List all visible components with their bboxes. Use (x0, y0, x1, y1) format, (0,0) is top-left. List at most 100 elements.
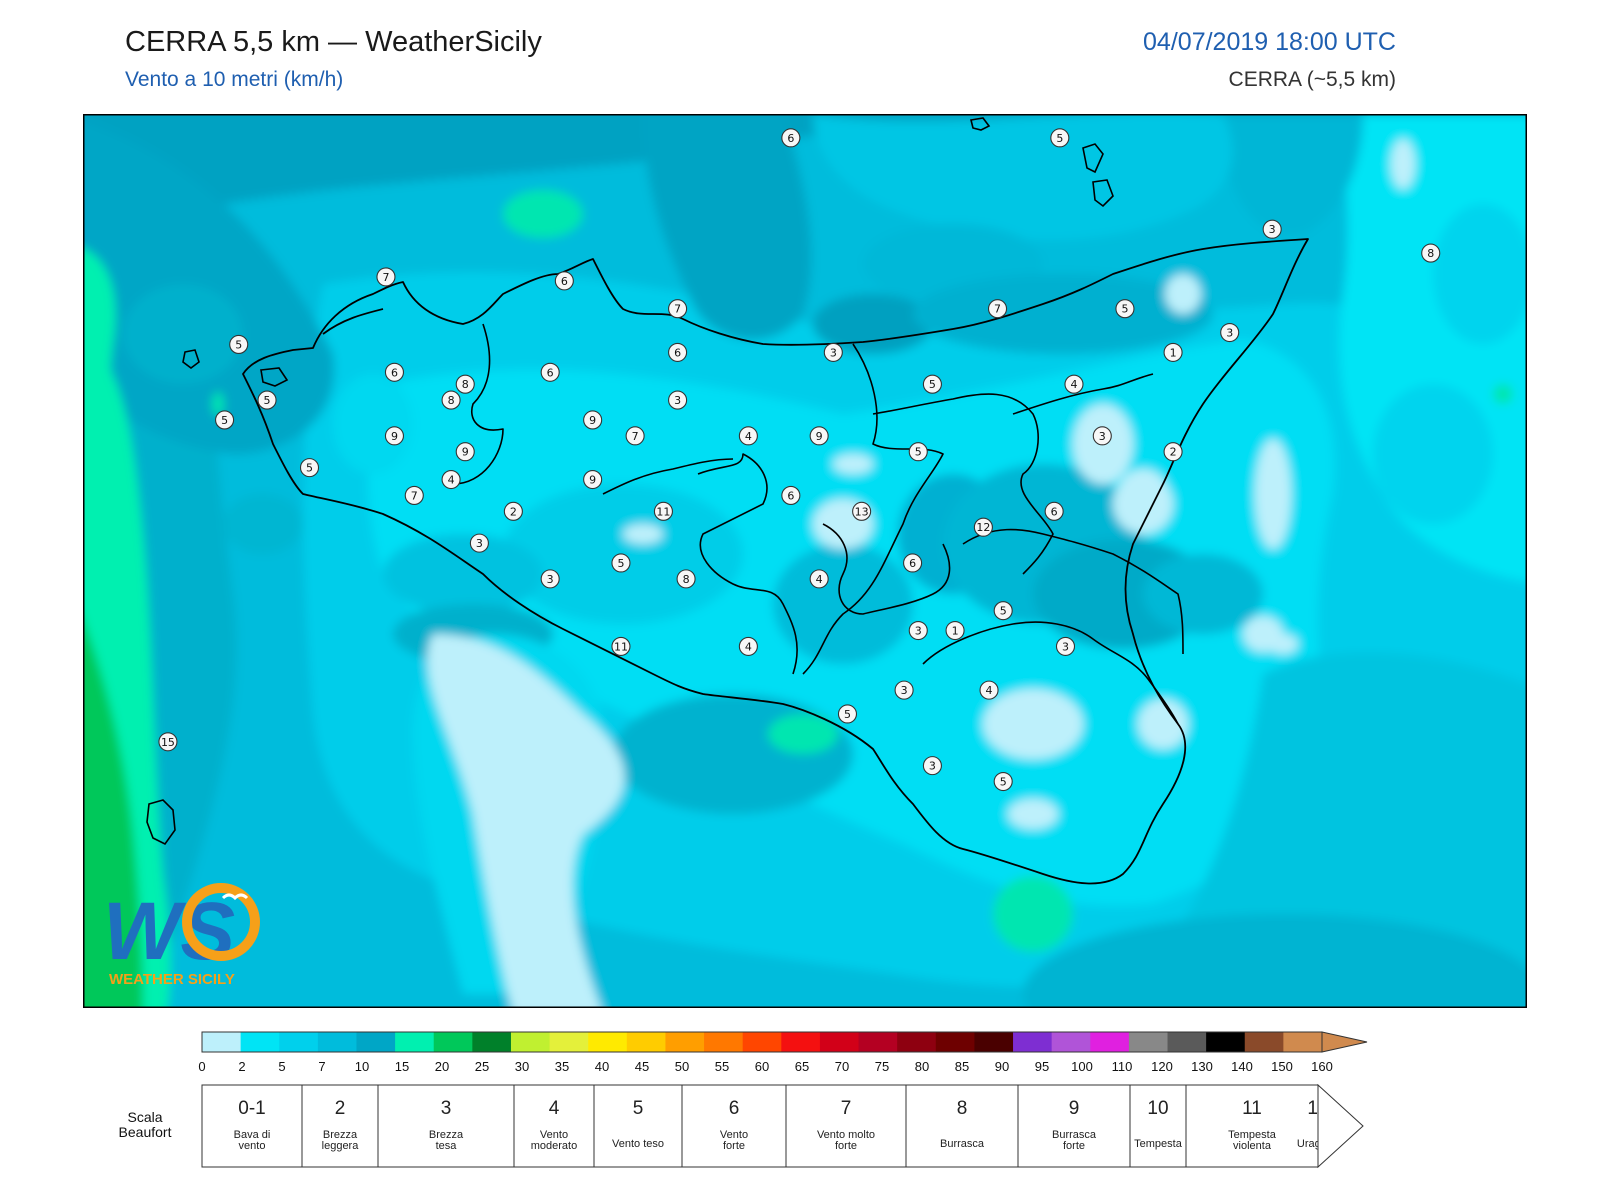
colorbar-swatch (510, 1032, 551, 1052)
station-marker: 12 (973, 517, 993, 537)
station-marker: 5 (1115, 299, 1135, 319)
station-value: 4 (986, 684, 993, 697)
station-marker: 8 (441, 390, 461, 410)
logo-text: WEATHER SICILY (109, 971, 235, 988)
beaufort-description: Vento moderato (531, 1129, 577, 1152)
weathersicily-logo: WS WEATHER SICILY (103, 883, 260, 988)
station-marker: 5 (908, 442, 928, 462)
colorbar-tick-label: 2 (238, 1059, 245, 1074)
station-circle (922, 374, 942, 394)
station-value: 5 (221, 414, 228, 427)
station-marker: 8 (1421, 243, 1441, 263)
colorbar-tick-label: 110 (1112, 1059, 1133, 1074)
station-circle (540, 362, 560, 382)
station-value: 6 (787, 489, 794, 502)
station-circle (215, 410, 235, 430)
station-marker: 6 (554, 271, 574, 291)
station-value: 5 (1121, 303, 1128, 316)
colorbar-tick-label: 55 (715, 1059, 729, 1074)
station-value: 8 (1427, 247, 1434, 260)
station-value: 5 (1056, 132, 1063, 145)
station-value: 7 (674, 303, 681, 316)
station-value: 5 (1000, 605, 1007, 618)
station-marker: 3 (823, 342, 843, 362)
map-subtitle: Vento a 10 metri (km/h) (125, 68, 344, 91)
beaufort-description: Vento forte (720, 1129, 748, 1152)
station-circle (993, 771, 1013, 792)
colorbar-swatch (317, 1032, 357, 1052)
colorbar-swatch (781, 1032, 821, 1052)
station-value: 4 (448, 474, 455, 487)
beaufort-cell (681, 1084, 787, 1168)
station-circle (1092, 426, 1112, 446)
colorbar-tick-label: 20 (435, 1059, 449, 1074)
beaufort-number: 5 (633, 1098, 644, 1119)
colorbar-tick-label: 140 (1231, 1059, 1253, 1074)
colorbar-swatch (974, 1032, 1014, 1052)
station-marker: 6 (668, 342, 688, 362)
colorbar-tick-label: 45 (635, 1059, 649, 1074)
beaufort-number: 9 (1069, 1098, 1080, 1119)
station-marker: 5 (215, 410, 235, 430)
station-marker: 3 (469, 533, 489, 553)
station-circle (441, 390, 461, 410)
station-marker: 5 (993, 771, 1013, 792)
station-circle (611, 636, 631, 656)
station-marker: 3 (668, 390, 688, 410)
beaufort-description: Vento molto forte (817, 1129, 875, 1152)
beaufort-cell (1185, 1084, 1319, 1168)
station-value: 4 (816, 573, 823, 586)
colorbar-extend-arrow (1321, 1031, 1368, 1053)
colorbar-swatch (665, 1032, 705, 1052)
station-value: 11 (656, 505, 670, 518)
station-circle (837, 704, 858, 724)
colorbar-swatch (588, 1032, 628, 1052)
station-value: 6 (547, 366, 554, 379)
beaufort-scale-label: Scala Beaufort (118, 1109, 172, 1140)
station-circle (229, 334, 249, 355)
station-value: 3 (915, 625, 922, 638)
station-circle (1064, 374, 1084, 394)
station-marker: 6 (903, 553, 923, 573)
station-value: 3 (476, 537, 483, 550)
colorbar-swatch (935, 1032, 975, 1052)
colorbar-swatch (433, 1032, 473, 1052)
station-value: 1 (1170, 346, 1177, 359)
beaufort-number: 0-1 (238, 1098, 265, 1119)
station-value: 6 (1051, 505, 1058, 518)
station-marker: 5 (611, 553, 631, 573)
station-marker: 6 (1044, 501, 1064, 521)
colorbar-tick-label: 150 (1271, 1059, 1293, 1074)
logo-sun (182, 883, 260, 961)
station-marker: 6 (781, 485, 801, 505)
station-value: 4 (745, 430, 752, 443)
beaufort-table: 0-1 Bava di vento 2 Brezza leggera 3 Brezza tesa… (201, 1083, 1364, 1169)
station-marker: 4 (738, 426, 758, 446)
station-circle (158, 732, 178, 752)
colorbar-swatch (704, 1032, 744, 1052)
station-value: 3 (929, 760, 936, 773)
station-marker: 7 (404, 485, 424, 505)
beaufort-description: Vento teso (612, 1138, 664, 1150)
colorbar-tick-label: 7 (318, 1059, 325, 1074)
colorbar-swatch (472, 1032, 512, 1052)
station-marker: 9 (583, 469, 603, 490)
beaufort-cell (785, 1084, 907, 1168)
station-marker: 4 (979, 680, 999, 700)
colorbar-swatch (395, 1032, 435, 1052)
colorbar-tick-label: 15 (395, 1059, 409, 1074)
station-circle (993, 601, 1013, 621)
colorbar-ticks: 0 2 5 7 10 15 20 25 30 35 40 45 50 55 60 65 70 75 80 85 90 95… (198, 1059, 1332, 1074)
station-marker: 8 (455, 374, 475, 394)
station-marker: 3 (1262, 219, 1282, 239)
colorbar-tick-label: 35 (555, 1059, 569, 1074)
station-value: 5 (306, 462, 313, 475)
station-circle (738, 426, 758, 446)
station-circle (738, 636, 758, 656)
station-circle (376, 267, 396, 287)
station-value: 9 (462, 446, 469, 459)
beaufort-description: Burrasca (940, 1138, 985, 1150)
colorbar-swatch (1128, 1032, 1169, 1052)
station-value: 4 (1070, 378, 1077, 391)
